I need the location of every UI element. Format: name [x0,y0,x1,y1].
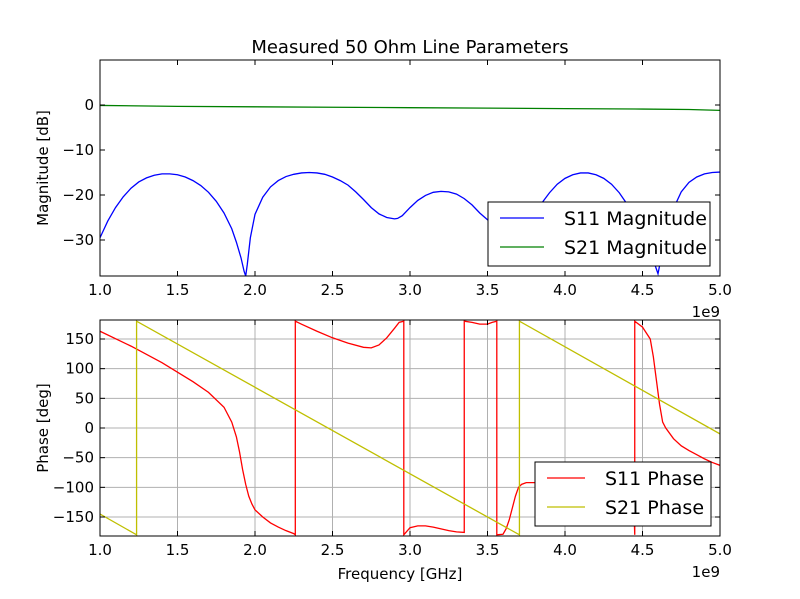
y-axis-label: Magnitude [dB] [34,110,52,226]
x-tick-label: 2.5 [321,541,345,559]
legend-label: S11 Phase [605,468,704,490]
x-tick-label: 4.0 [553,541,577,559]
series-line-s21-phase [100,320,720,536]
x-tick-label: 1.5 [166,281,190,299]
y-tick-label: 0 [84,96,94,114]
series-line-s11-phase [100,320,720,536]
x-axis-label: Frequency [GHz] [338,565,463,583]
legend-label: S11 Magnitude [564,208,707,230]
x-tick-label: 2.0 [243,541,267,559]
x-offset-label: 1e9 [692,563,720,581]
x-tick-label: 1.0 [88,541,112,559]
x-tick-label: 2.0 [243,281,267,299]
y-tick-label: −30 [62,231,94,249]
x-tick-label: 1.0 [88,281,112,299]
x-offset-label: 1e9 [692,303,720,321]
y-tick-label: 150 [65,330,94,348]
x-tick-label: 3.0 [398,541,422,559]
x-tick-label: 3.5 [476,541,500,559]
y-axis-label: Phase [deg] [34,383,52,473]
legend-box [487,201,711,267]
x-tick-label: 4.5 [631,281,655,299]
y-tick-label: −100 [53,478,94,496]
y-tick-label: −50 [62,449,94,467]
x-tick-label: 4.0 [553,281,577,299]
x-tick-label: 5.0 [708,281,732,299]
legend-label: S21 Phase [605,497,704,519]
y-tick-label: −150 [53,508,94,526]
x-tick-label: 4.5 [631,541,655,559]
y-tick-label: −20 [62,186,94,204]
x-tick-label: 5.0 [708,541,732,559]
legend: S11 Magnitude S21 Magnitude [487,201,711,267]
x-tick-label: 1.5 [166,541,190,559]
series-line-s11-magnitude [100,171,720,276]
y-tick-label: 100 [65,360,94,378]
legend-label: S21 Magnitude [564,237,707,259]
x-tick-label: 3.0 [398,281,422,299]
legend-box [534,461,712,527]
chart-panel-2: 1.0 1.5 2.0 2.5 3.0 3.5 4.0 4.5 5.0 150 100 50 0 −50 −… [34,319,732,583]
chart-title: Measured 50 Ohm Line Parameters [251,37,568,58]
y-tick-label: 50 [75,389,94,407]
x-tick-label: 3.5 [476,281,500,299]
legend: S11 Phase S21 Phase [534,461,712,527]
y-tick-label: −10 [62,141,94,159]
chart-panel-1: 1.0 1.5 2.0 2.5 3.0 3.5 4.0 4.5 5.0 0 −10 −20 −30 1e9… [34,37,732,321]
series-line-s21-magnitude [100,104,720,112]
x-tick-label: 2.5 [321,281,345,299]
y-tick-label: 0 [84,419,94,437]
